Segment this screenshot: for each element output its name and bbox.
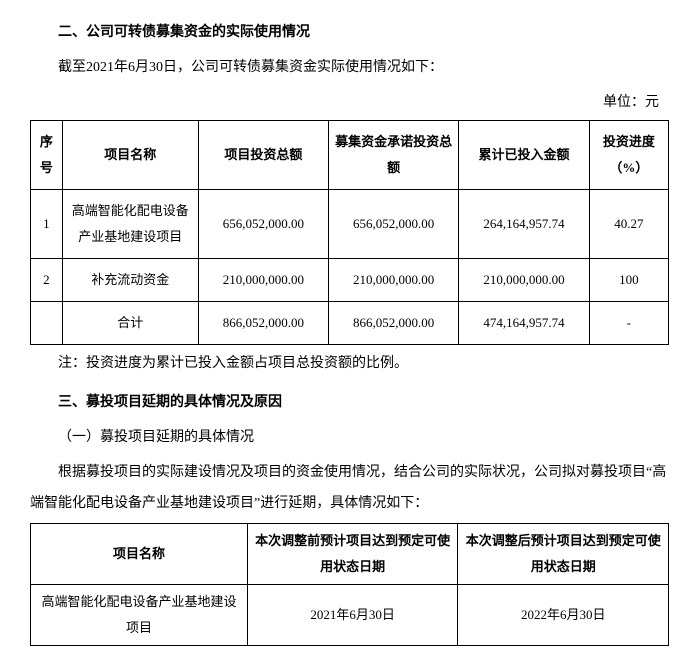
cell-progress: 40.27 [589, 190, 668, 259]
col-header-progress: 投资进度（%） [589, 121, 668, 190]
section2-unit: 单位：元 [30, 88, 669, 119]
col-header-before: 本次调整前预计项目达到预定可使用状态日期 [247, 524, 458, 585]
cell-name: 高端智能化配电设备产业基地建设项目 [62, 190, 198, 259]
delay-table: 项目名称 本次调整前预计项目达到预定可使用状态日期 本次调整后预计项目达到预定可… [30, 523, 669, 646]
table-row: 2 补充流动资金 210,000,000.00 210,000,000.00 2… [31, 259, 669, 302]
table-header-row: 序号 项目名称 项目投资总额 募集资金承诺投资总额 累计已投入金额 投资进度（%… [31, 121, 669, 190]
table-row: 1 高端智能化配电设备产业基地建设项目 656,052,000.00 656,0… [31, 190, 669, 259]
cell-name: 高端智能化配电设备产业基地建设项目 [31, 585, 248, 646]
col-header-after: 本次调整后预计项目达到预定可使用状态日期 [458, 524, 669, 585]
table-total-row: 合计 866,052,000.00 866,052,000.00 474,164… [31, 302, 669, 345]
section2-intro: 截至2021年6月30日，公司可转债募集资金实际使用情况如下： [30, 53, 669, 84]
section3-sub1-heading: （一）募投项目延期的具体情况 [30, 423, 669, 454]
table-header-row: 项目名称 本次调整前预计项目达到预定可使用状态日期 本次调整后预计项目达到预定可… [31, 524, 669, 585]
cell-total-cum-invested: 474,164,957.74 [459, 302, 589, 345]
cell-no: 1 [31, 190, 63, 259]
cell-total-committed: 866,052,000.00 [329, 302, 459, 345]
cell-cum-invested: 264,164,957.74 [459, 190, 589, 259]
cell-after: 2022年6月30日 [458, 585, 669, 646]
cell-no: 2 [31, 259, 63, 302]
table-row: 高端智能化配电设备产业基地建设项目 2021年6月30日 2022年6月30日 [31, 585, 669, 646]
cell-total-invest: 210,000,000.00 [198, 259, 328, 302]
col-header-name: 项目名称 [62, 121, 198, 190]
col-header-total-invest: 项目投资总额 [198, 121, 328, 190]
cell-progress: 100 [589, 259, 668, 302]
section2-note: 注：投资进度为累计已投入金额占项目总投资额的比例。 [30, 349, 669, 380]
cell-total-no [31, 302, 63, 345]
cell-before: 2021年6月30日 [247, 585, 458, 646]
cell-total-progress: - [589, 302, 668, 345]
section3-heading: 三、募投项目延期的具体情况及原因 [30, 388, 669, 419]
section3-para1: 根据募投项目的实际建设情况及项目的资金使用情况，结合公司的实际状况，公司拟对募投… [30, 458, 669, 520]
cell-cum-invested: 210,000,000.00 [459, 259, 589, 302]
col-header-no: 序号 [31, 121, 63, 190]
cell-total-invest: 656,052,000.00 [198, 190, 328, 259]
cell-committed: 656,052,000.00 [329, 190, 459, 259]
col-header-cum-invested: 累计已投入金额 [459, 121, 589, 190]
cell-name: 补充流动资金 [62, 259, 198, 302]
col-header-committed: 募集资金承诺投资总额 [329, 121, 459, 190]
col-header-name: 项目名称 [31, 524, 248, 585]
funds-usage-table: 序号 项目名称 项目投资总额 募集资金承诺投资总额 累计已投入金额 投资进度（%… [30, 120, 669, 345]
section2-heading: 二、公司可转债募集资金的实际使用情况 [30, 18, 669, 49]
cell-total-invest: 866,052,000.00 [198, 302, 328, 345]
cell-total-label: 合计 [62, 302, 198, 345]
cell-committed: 210,000,000.00 [329, 259, 459, 302]
